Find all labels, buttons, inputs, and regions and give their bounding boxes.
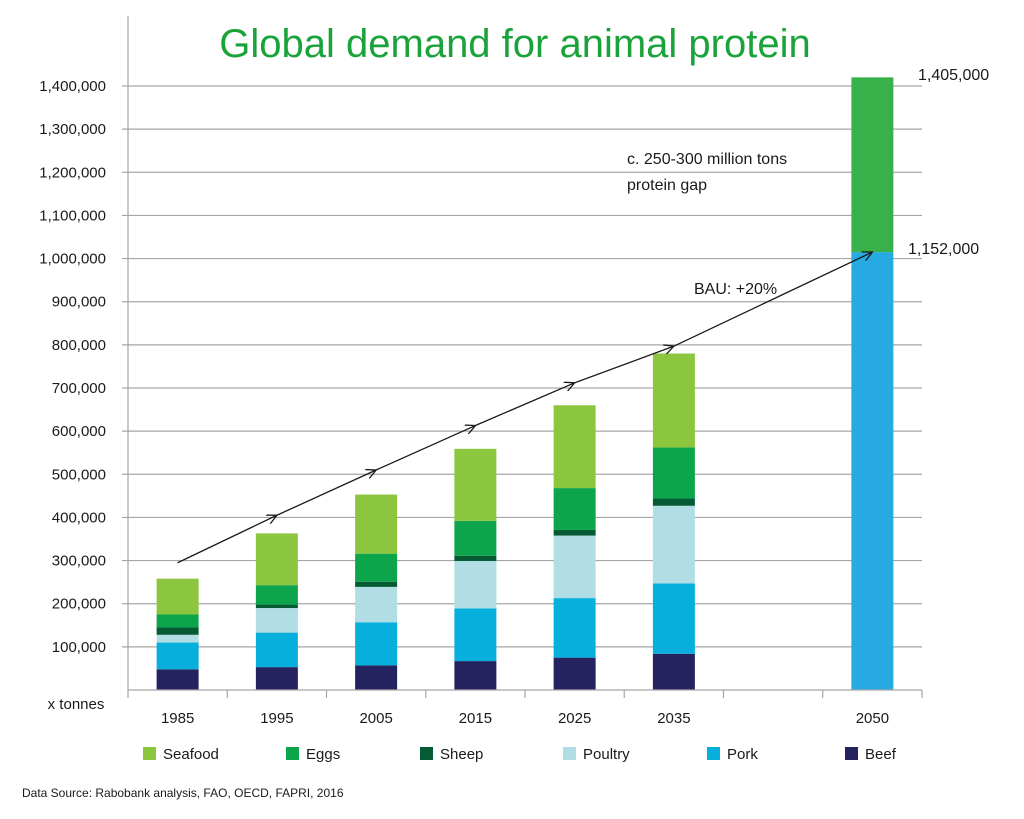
bar-segment-sheep bbox=[255, 604, 298, 609]
unit-label: x tonnes bbox=[48, 696, 105, 713]
total-2050-label: 1,405,000 bbox=[918, 67, 989, 84]
bars bbox=[156, 77, 894, 690]
bar-segment-seafood bbox=[255, 533, 298, 586]
trend-arrows bbox=[177, 252, 873, 564]
bar-segment-beef bbox=[355, 665, 398, 690]
y-tick-label: 100,000 bbox=[52, 639, 106, 656]
bar-segment-poultry bbox=[255, 608, 298, 633]
y-tick-label: 500,000 bbox=[52, 466, 106, 483]
legend-label-pork: Pork bbox=[727, 746, 758, 763]
bar-segment-beef bbox=[156, 669, 199, 690]
y-tick-label: 900,000 bbox=[52, 294, 106, 311]
legend-swatch-seafood bbox=[143, 747, 156, 760]
legend-label-eggs: Eggs bbox=[306, 746, 340, 763]
x-tick-label: 1985 bbox=[161, 710, 194, 727]
labels: 100,000 200,000 300,000 400,000 500,000 600,0… bbox=[39, 78, 889, 727]
gap-annotation-line1: c. 250-300 million tons bbox=[627, 151, 787, 168]
legend-swatch-eggs bbox=[286, 747, 299, 760]
trend-arrow-segment bbox=[375, 426, 475, 471]
bar-segment-sheep bbox=[355, 581, 398, 587]
data-source-note: Data Source: Rabobank analysis, FAO, OEC… bbox=[22, 786, 344, 800]
trend-arrow-segment bbox=[574, 346, 674, 384]
gap-annotation-line2: protein gap bbox=[627, 177, 707, 194]
trend-arrow-segment bbox=[177, 515, 277, 564]
bar-segment-pork bbox=[652, 583, 695, 654]
legend-swatch-beef bbox=[845, 747, 858, 760]
bar-segment-pork bbox=[355, 622, 398, 666]
x-tick-label: 2005 bbox=[359, 710, 392, 727]
bar-segment-sheep bbox=[652, 498, 695, 506]
bar-segment-seafood bbox=[156, 578, 199, 615]
y-tick-label: 200,000 bbox=[52, 596, 106, 613]
bar-segment-pork bbox=[255, 632, 298, 668]
bar-segment-beef bbox=[652, 653, 695, 690]
bar-segment-eggs bbox=[553, 488, 596, 530]
y-tick-label: 1,300,000 bbox=[39, 121, 106, 138]
trend-arrow-segment bbox=[673, 252, 873, 347]
legend-label-poultry: Poultry bbox=[583, 746, 630, 763]
bar-segment-sheep bbox=[454, 555, 497, 562]
legend-label-sheep: Sheep bbox=[440, 746, 483, 763]
bar-segment-eggs bbox=[255, 585, 298, 605]
bau-2050-label: 1,152,000 bbox=[908, 241, 979, 258]
bar-2050-bau bbox=[851, 252, 894, 690]
y-tick-label: 600,000 bbox=[52, 423, 106, 440]
y-tick-label: 800,000 bbox=[52, 337, 106, 354]
bar-segment-eggs bbox=[454, 520, 497, 556]
bar-segment-beef bbox=[255, 667, 298, 690]
chart-title: Global demand for animal protein bbox=[219, 22, 810, 66]
bar-segment-poultry bbox=[454, 561, 497, 609]
y-tick-label: 400,000 bbox=[52, 509, 106, 526]
bar-segment-seafood bbox=[454, 448, 497, 521]
y-tick-label: 1,200,000 bbox=[39, 164, 106, 181]
y-tick-label: 300,000 bbox=[52, 553, 106, 570]
bau-annotation: BAU: +20% bbox=[694, 281, 777, 298]
bar-segment-sheep bbox=[553, 529, 596, 536]
trend-arrow-segment bbox=[276, 470, 376, 516]
y-tick-label: 1,100,000 bbox=[39, 207, 106, 224]
bar-segment-seafood bbox=[553, 405, 596, 489]
legend-swatch-pork bbox=[707, 747, 720, 760]
gridlines bbox=[122, 85, 922, 648]
bar-segment-beef bbox=[553, 657, 596, 690]
y-tick-label: 1,400,000 bbox=[39, 78, 106, 95]
bar-segment-pork bbox=[553, 598, 596, 658]
trend-arrow-segment bbox=[475, 383, 574, 427]
legend: Seafood Eggs Sheep Poultry Pork Beef bbox=[143, 746, 897, 763]
bar-segment-poultry bbox=[156, 634, 199, 643]
legend-swatch-sheep bbox=[420, 747, 433, 760]
bar-segment-poultry bbox=[652, 505, 695, 584]
bar-segment-eggs bbox=[156, 614, 199, 628]
bar-segment-beef bbox=[454, 661, 497, 690]
bar-2050-protein-gap bbox=[851, 77, 894, 253]
x-tick-label: 1995 bbox=[260, 710, 293, 727]
y-tick-label: 1,000,000 bbox=[39, 251, 106, 268]
bar-segment-seafood bbox=[652, 353, 695, 448]
x-tick-label: 2035 bbox=[657, 710, 690, 727]
bar-segment-seafood bbox=[355, 494, 398, 554]
bar-segment-poultry bbox=[355, 586, 398, 623]
y-tick-label: 700,000 bbox=[52, 380, 106, 397]
bar-segment-eggs bbox=[355, 553, 398, 582]
axes bbox=[127, 16, 923, 698]
x-tick-label: 2050 bbox=[856, 710, 889, 727]
legend-swatch-poultry bbox=[563, 747, 576, 760]
legend-label-seafood: Seafood bbox=[163, 746, 219, 763]
bar-segment-eggs bbox=[652, 447, 695, 499]
bar-segment-pork bbox=[156, 642, 199, 670]
x-tick-label: 2025 bbox=[558, 710, 591, 727]
bar-segment-pork bbox=[454, 608, 497, 662]
bar-segment-poultry bbox=[553, 535, 596, 599]
x-tick-label: 2015 bbox=[459, 710, 492, 727]
bar-segment-sheep bbox=[156, 627, 199, 635]
legend-label-beef: Beef bbox=[865, 746, 897, 763]
